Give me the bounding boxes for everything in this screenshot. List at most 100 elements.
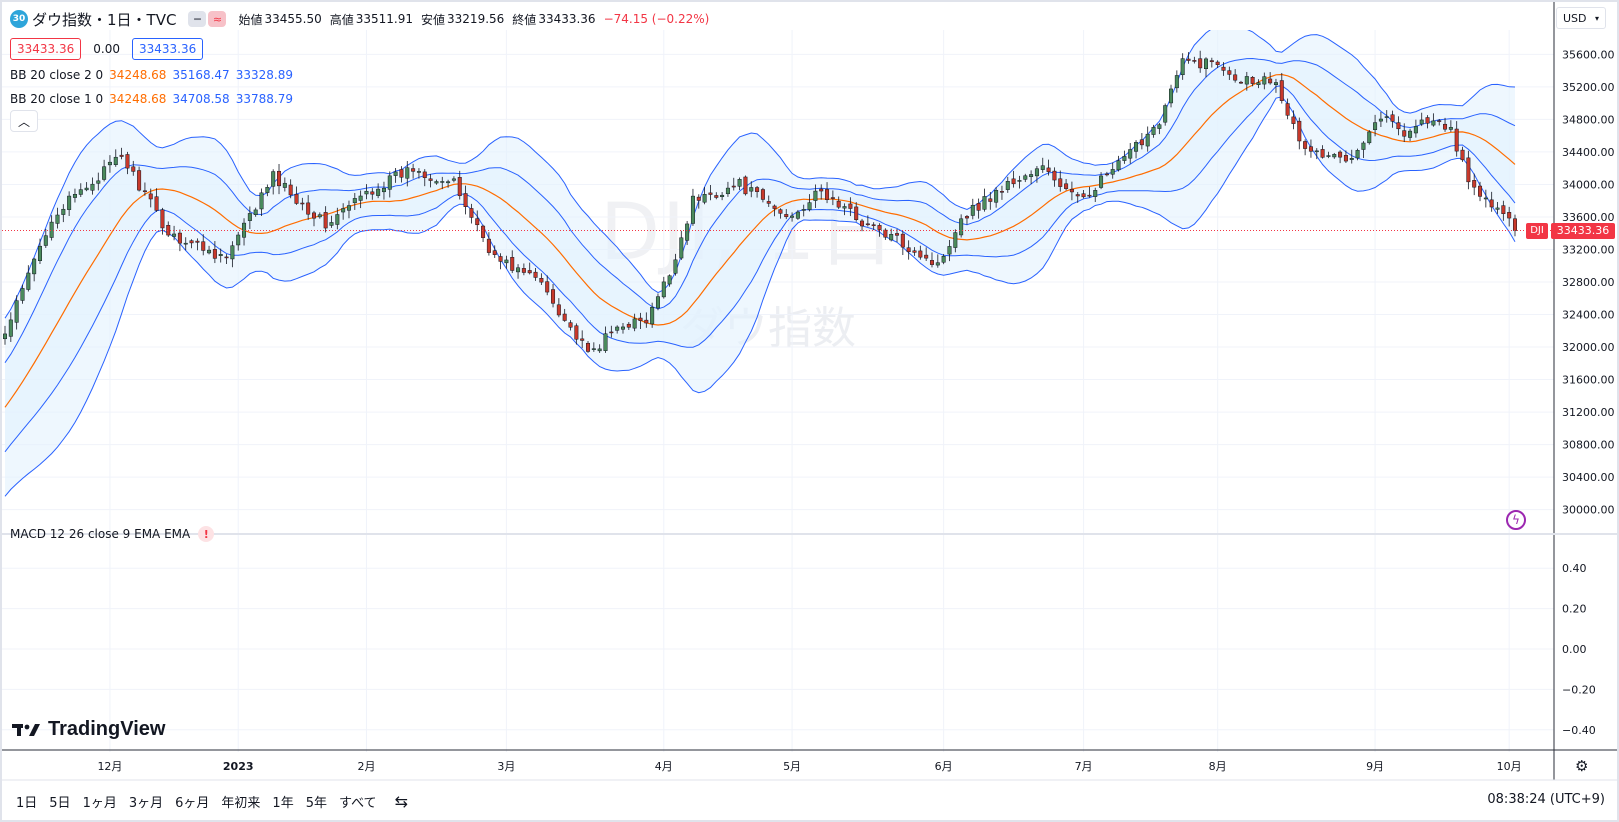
candle-body <box>1349 157 1354 160</box>
candle-body <box>1472 180 1477 188</box>
low-value: 33219.56 <box>447 12 505 26</box>
gridlines <box>2 30 1554 752</box>
approx-icon[interactable]: ≈ <box>208 11 227 27</box>
candle-body <box>772 205 777 209</box>
macd-label: MACD 12 26 close 9 EMA EMA <box>10 527 191 541</box>
candle-body <box>1419 119 1424 125</box>
candle-body <box>352 198 357 204</box>
candle-body <box>1326 155 1331 157</box>
price-tick-label: 33200.00 <box>1562 243 1615 256</box>
candle-body <box>673 259 678 274</box>
time-tick-label: 10月 <box>1497 760 1522 773</box>
candle-body <box>1378 118 1383 122</box>
close-value: 33433.36 <box>538 12 596 26</box>
candle-body <box>440 181 445 183</box>
candle-body <box>655 296 660 309</box>
macd-legend[interactable]: MACD 12 26 close 9 EMA EMA ! <box>10 526 215 542</box>
candle-body <box>1011 178 1016 185</box>
candle-body <box>1297 120 1302 142</box>
candle-body <box>265 187 270 193</box>
currency-select[interactable]: USD ▾ <box>1556 7 1606 29</box>
minus-icon[interactable]: ━ <box>188 11 207 27</box>
candle-body <box>807 202 812 210</box>
calendar-range-icon[interactable]: ⇆ <box>394 791 408 811</box>
tradingview-logo[interactable]: TradingView <box>12 718 165 741</box>
clock[interactable]: 08:38:24 (UTC+9) <box>1487 792 1605 807</box>
sell-price-button[interactable]: 33433.36 <box>10 38 82 60</box>
candle-body <box>469 208 474 218</box>
range-1y-button[interactable]: 1年 <box>272 795 294 811</box>
bb1-basis: 34248.68 <box>109 92 167 106</box>
candle-body <box>1099 175 1104 188</box>
candle-body <box>195 240 200 243</box>
range-1d-button[interactable]: 1日 <box>16 795 38 811</box>
candle-body <box>895 233 900 236</box>
chart-title[interactable]: ダウ指数・1日・TVC <box>32 10 177 29</box>
macd-tick-label: 0.20 <box>1562 603 1587 616</box>
candle-body <box>1431 120 1436 126</box>
candle-body <box>1402 130 1407 137</box>
range-3m-button[interactable]: 3ヶ月 <box>128 795 164 811</box>
candle-body <box>1279 80 1284 101</box>
candle-body <box>1413 126 1418 134</box>
candle-body <box>370 191 375 195</box>
candle-body <box>341 208 346 213</box>
candle-body <box>696 196 701 201</box>
candle-body <box>1384 116 1389 118</box>
candle-body <box>1058 178 1063 187</box>
candle-body <box>638 317 643 321</box>
bb2-label: BB 20 close 2 0 <box>10 68 104 82</box>
bb1-lower: 33788.79 <box>235 92 293 106</box>
candle-body <box>929 260 934 265</box>
candle-body <box>1122 156 1127 161</box>
candle-body <box>317 214 322 218</box>
candle-body <box>790 215 795 218</box>
candle-body <box>982 196 987 210</box>
warning-icon[interactable]: ! <box>198 526 215 542</box>
candle-body <box>1110 169 1115 175</box>
candle-body <box>212 249 217 259</box>
candle-body <box>463 193 468 207</box>
candles-clipped <box>3 50 1517 353</box>
time-tick-label: 3月 <box>497 760 515 773</box>
range-1m-button[interactable]: 1ヶ月 <box>82 795 117 811</box>
candle-body <box>1145 133 1150 147</box>
candle-body <box>825 189 830 200</box>
candle-body <box>784 214 789 218</box>
candle-body <box>1332 154 1337 158</box>
candle-body <box>1081 193 1086 198</box>
candle-body <box>399 169 404 178</box>
change-value: −74.15 (−0.22%) <box>603 12 710 26</box>
bb1-legend[interactable]: BB 20 close 1 0 34248.68 34708.58 33788.… <box>10 92 293 106</box>
candle-body <box>661 281 666 298</box>
time-tick-label: 9月 <box>1366 760 1384 773</box>
candle-body <box>1209 60 1214 63</box>
candle-body <box>43 235 48 246</box>
candle-body <box>1075 194 1080 197</box>
price-tick-label: 34400.00 <box>1562 146 1615 159</box>
price-tick-label: 33600.00 <box>1562 211 1615 224</box>
tradingview-logo-icon <box>12 723 40 736</box>
candle-body <box>871 224 876 227</box>
bb2-legend[interactable]: BB 20 close 2 0 34248.68 35168.47 33328.… <box>10 68 293 82</box>
collapse-legend-button[interactable]: ︿ <box>10 110 38 132</box>
range-6m-button[interactable]: 6ヶ月 <box>175 795 210 811</box>
gear-icon[interactable]: ⚙ <box>1575 757 1589 775</box>
range-all-button[interactable]: すべて <box>338 795 377 811</box>
range-5y-button[interactable]: 5年 <box>305 795 327 811</box>
close-label: 終値 <box>512 12 537 27</box>
buy-price-button[interactable]: 33433.36 <box>131 38 204 60</box>
candle-body <box>416 171 421 173</box>
candle-body <box>574 325 579 340</box>
candle-body <box>1128 149 1133 159</box>
range-5d-button[interactable]: 5日 <box>49 795 71 811</box>
candle-body <box>877 225 882 230</box>
candle-body <box>959 218 964 236</box>
candle-body <box>708 192 713 195</box>
lightning-icon[interactable]: ϟ <box>1506 510 1526 530</box>
range-ytd-button[interactable]: 年初来 <box>221 795 261 811</box>
spread-value: 0.00 <box>93 42 120 56</box>
candle-body <box>1192 60 1197 62</box>
time-tick-label: 7月 <box>1075 760 1093 773</box>
